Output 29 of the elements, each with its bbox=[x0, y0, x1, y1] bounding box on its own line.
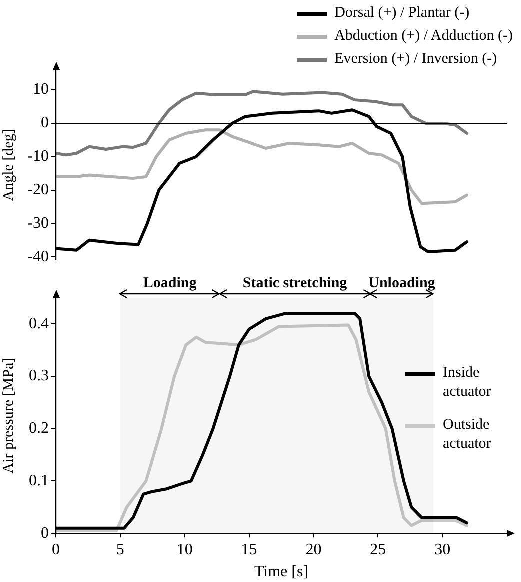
x-tick-label: 5 bbox=[116, 541, 124, 558]
band-label: Static stretching bbox=[242, 275, 348, 292]
legend-label: Abduction (+) / Adduction (-) bbox=[334, 27, 513, 46]
x-tick-label: 15 bbox=[241, 541, 258, 558]
y-tick-label: -40 bbox=[28, 248, 49, 266]
x-tick-label: 0 bbox=[52, 541, 60, 558]
band-label: Loading bbox=[143, 275, 198, 292]
legend-label: Dorsal (+) / Plantar (-) bbox=[334, 4, 470, 23]
x-tick-label: 20 bbox=[306, 541, 322, 558]
y-tick-label: 0.1 bbox=[29, 472, 49, 490]
y-tick-label: -20 bbox=[28, 181, 49, 198]
x-tick-label: 30 bbox=[434, 541, 451, 558]
y-tick-label: 0 bbox=[41, 524, 49, 542]
y-axis-title: Angle [deg] bbox=[0, 129, 17, 202]
x-axis-title: Time [s] bbox=[254, 564, 309, 581]
y-tick-label: 0.2 bbox=[29, 420, 49, 438]
legend-label: Eversion (+) / Inversion (-) bbox=[334, 50, 498, 69]
band-label: Unloading bbox=[368, 275, 436, 292]
y-tick-label: 0.4 bbox=[29, 315, 49, 332]
legend-label: Inside actuator bbox=[443, 364, 492, 402]
y-tick-label: 10 bbox=[33, 81, 49, 98]
y-tick-label: 0.3 bbox=[29, 368, 49, 385]
y-tick-label: 0 bbox=[41, 114, 49, 132]
x-tick-label: 25 bbox=[370, 541, 386, 558]
y-axis-title: Air pressure [MPa] bbox=[0, 358, 17, 474]
legend-label: Outside actuator bbox=[443, 416, 492, 454]
x-tick-label: 10 bbox=[176, 541, 193, 558]
y-tick-label: -30 bbox=[28, 214, 49, 232]
y-tick-label: -10 bbox=[28, 148, 49, 166]
